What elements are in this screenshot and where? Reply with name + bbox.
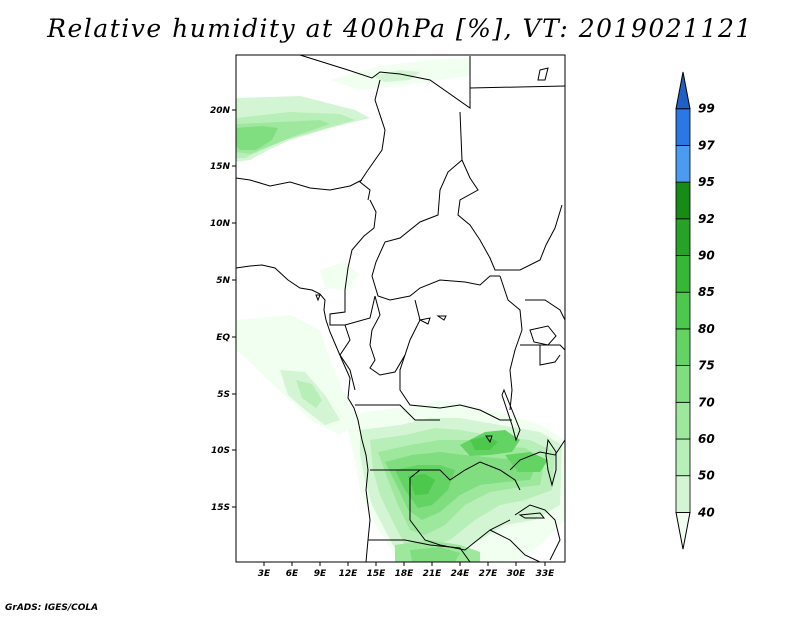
colorbar-level-label: 70	[698, 395, 715, 409]
lon-tick-label: 9E	[314, 569, 327, 579]
colorbar-level-label: 50	[698, 469, 715, 483]
lat-tick-label: 20N	[210, 106, 231, 116]
colorbar-level-label: 40	[697, 505, 715, 519]
colorbar-level-label: 75	[698, 359, 715, 373]
colorbar-level-label: 99	[698, 102, 715, 116]
colorbar-box	[675, 144, 691, 183]
colorbar-box	[675, 328, 691, 366]
colorbar-level-label: 95	[698, 175, 715, 189]
colorbar-box	[675, 438, 691, 477]
colorbar-box	[675, 255, 691, 293]
country-boundaries	[235, 54, 566, 563]
colorbar-top-arrow	[675, 71, 691, 110]
colorbar-box	[675, 291, 691, 330]
colorbar-labels: 40 50 60 70 75 80 85 90 92 95 97 99	[697, 102, 715, 520]
colorbar-box	[675, 181, 691, 220]
lat-axis: 20N 15N 10N 5N EQ 5S 10S 15S	[210, 106, 236, 513]
lon-tick-label: 24E	[451, 569, 471, 579]
humidity-shading	[236, 58, 565, 562]
lat-tick-label: 5S	[217, 390, 230, 400]
colorbar-box	[675, 365, 691, 403]
map-frame	[235, 54, 566, 563]
lon-tick-label: 18E	[395, 569, 415, 579]
colorbar-bottom-arrow	[675, 511, 691, 550]
lat-tick-label: 5N	[216, 276, 230, 286]
lat-tick-label: 10N	[210, 219, 231, 229]
colorbar-level-label: 90	[698, 249, 715, 263]
lon-tick-label: 12E	[339, 569, 359, 579]
colorbar-boxes	[675, 71, 691, 550]
lon-tick-label: 6E	[286, 569, 299, 579]
colorbar-box	[675, 401, 691, 440]
lon-tick-label: 27E	[479, 569, 499, 579]
lon-tick-label: 3E	[258, 569, 271, 579]
colorbar-box	[675, 218, 691, 256]
colorbar-level-label: 85	[698, 285, 715, 299]
colorbar-level-label: 97	[698, 138, 715, 152]
credit-label: GrADS: IGES/COLA	[5, 603, 99, 613]
colorbar-box	[675, 108, 691, 146]
lon-tick-label: 15E	[367, 569, 387, 579]
lat-tick-label: EQ	[216, 333, 230, 343]
colorbar-level-label: 80	[698, 322, 715, 336]
lon-tick-label: 21E	[423, 569, 443, 579]
lon-tick-label: 33E	[536, 569, 556, 579]
colorbar-level-label: 92	[698, 212, 715, 226]
map-title: Relative humidity at 400hPa [%], VT: 201…	[47, 14, 753, 43]
lon-axis: 3E 6E 9E 12E 15E 18E 21E 24E 27E 30E 33E	[258, 562, 555, 579]
lon-tick-label: 30E	[507, 569, 527, 579]
colorbar-level-label: 60	[698, 432, 715, 446]
colorbar-box	[675, 475, 691, 513]
lat-tick-label: 10S	[211, 446, 230, 456]
lat-tick-label: 15S	[211, 503, 230, 513]
lat-tick-label: 15N	[210, 162, 231, 172]
